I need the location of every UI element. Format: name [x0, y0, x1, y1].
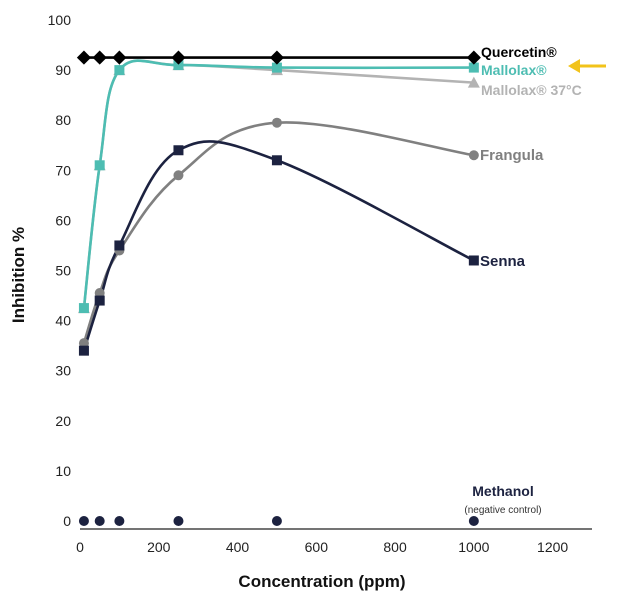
data-point-5-1: [94, 516, 105, 526]
y-tick-label: 70: [55, 162, 71, 178]
data-point-0-0: [76, 50, 92, 65]
data-point-1-2: [114, 65, 125, 76]
y-axis-title: Inhibition %: [9, 227, 28, 323]
x-tick-label: 600: [305, 539, 329, 555]
data-point-4-0: [78, 345, 89, 356]
data-point-0-4: [269, 50, 284, 65]
series-markers: [76, 50, 481, 526]
y-tick-label: 100: [48, 12, 72, 28]
series-label-0: Quercetin®: [481, 44, 557, 60]
series-labels: Quercetin® Mallolax® Mallolax® 37°C Frangul…: [464, 44, 581, 516]
data-point-0-5: [466, 50, 481, 65]
data-point-2-5: [467, 76, 480, 88]
data-point-3-1: [94, 288, 105, 299]
series-label-3: Frangula: [480, 147, 544, 164]
data-point-4-5: [468, 255, 479, 266]
data-point-1-0: [78, 303, 89, 314]
x-axis-ticks: 0 200 400 600 800 1000 1200: [76, 539, 568, 555]
data-point-4-2: [114, 240, 125, 251]
y-tick-label: 30: [55, 363, 71, 379]
x-tick-label: 0: [76, 539, 84, 555]
y-tick-label: 90: [55, 62, 71, 78]
series-line-1: [82, 59, 474, 309]
y-axis-ticks: 0 10 20 30 40 50 60 70 80 90 100: [48, 12, 72, 529]
data-point-3-4: [271, 117, 282, 128]
x-tick-label: 800: [383, 539, 407, 555]
data-point-1-4: [271, 62, 282, 73]
data-point-4-3: [173, 145, 184, 156]
series-line-4: [82, 140, 475, 352]
series-label-1: Mallolax®: [481, 62, 547, 78]
arrow-head: [568, 59, 580, 73]
highlight-arrow-icon: [568, 59, 606, 73]
data-point-3-5: [468, 150, 479, 161]
series-line-2: [82, 59, 474, 309]
x-tick-label: 1000: [458, 539, 489, 555]
series-lines: [82, 56, 475, 352]
series-note-5: (negative control): [464, 505, 541, 516]
x-tick-label: 200: [147, 539, 171, 555]
data-point-5-5: [468, 516, 479, 526]
data-point-3-3: [173, 170, 184, 181]
x-tick-label: 1200: [537, 539, 568, 555]
series-label-4: Senna: [480, 253, 526, 270]
y-tick-label: 20: [55, 413, 71, 429]
data-point-3-0: [78, 338, 89, 349]
data-point-0-1: [92, 50, 107, 65]
y-tick-label: 60: [55, 212, 71, 228]
y-tick-label: 50: [55, 263, 71, 279]
data-point-5-0: [78, 516, 89, 526]
series-label-5: Methanol: [472, 483, 533, 499]
data-point-1-5: [468, 62, 479, 73]
series-label-2: Mallolax® 37°C: [481, 82, 582, 98]
x-axis-title: Concentration (ppm): [238, 572, 405, 591]
y-tick-label: 10: [55, 463, 71, 479]
data-point-4-1: [94, 295, 105, 306]
y-tick-label: 80: [55, 112, 71, 128]
y-tick-label: 40: [55, 313, 71, 329]
data-point-5-3: [173, 516, 184, 526]
data-point-4-4: [271, 155, 282, 166]
data-point-5-4: [271, 516, 282, 526]
data-point-1-1: [94, 160, 105, 171]
x-tick-label: 400: [226, 539, 250, 555]
data-point-1-3: [173, 60, 184, 71]
data-point-5-2: [114, 516, 125, 526]
y-tick-label: 0: [63, 513, 71, 529]
data-point-0-2: [112, 50, 127, 65]
